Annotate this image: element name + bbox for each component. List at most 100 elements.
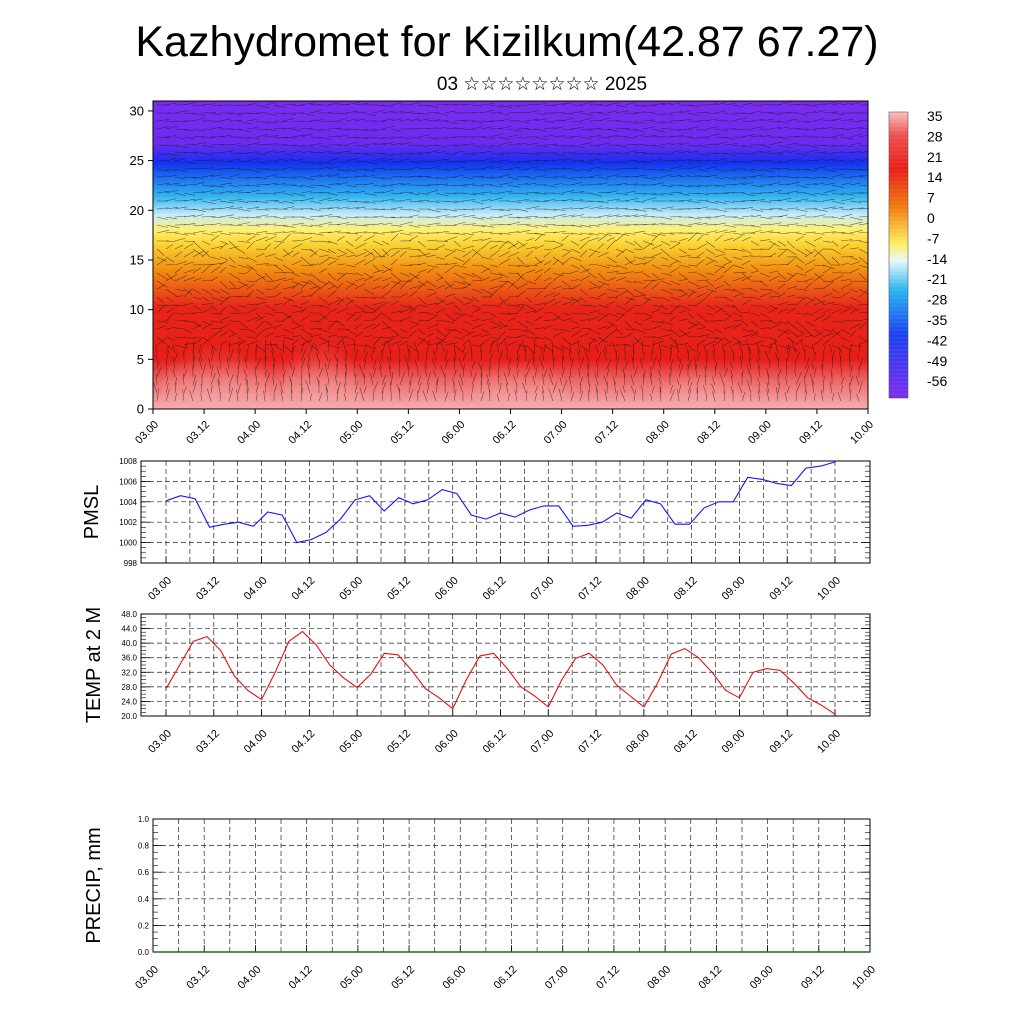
wind-vector	[633, 328, 646, 333]
wind-vector	[840, 151, 855, 154]
wind-vector	[165, 308, 175, 314]
wind-vector	[813, 274, 824, 282]
wind-vector	[723, 312, 733, 317]
wind-vector	[273, 104, 285, 108]
colorbar-ramp	[888, 111, 909, 399]
wind-vector	[624, 112, 639, 114]
wind-vector	[354, 231, 367, 234]
wind-vector	[387, 356, 392, 370]
wind-vector	[795, 272, 807, 276]
wind-vector	[327, 320, 337, 330]
wind-vector	[498, 312, 512, 315]
wind-vector	[633, 174, 648, 178]
wind-vector	[408, 285, 422, 290]
wind-vector	[156, 280, 168, 288]
wind-vector	[804, 176, 817, 180]
wind-vector	[534, 175, 547, 178]
wind-vector	[597, 232, 612, 236]
wind-vector	[804, 259, 816, 266]
wind-vector	[768, 222, 782, 226]
wind-vector	[714, 284, 725, 290]
wind-vector	[732, 323, 742, 330]
wind-vector	[219, 118, 232, 122]
wind-vector	[588, 237, 599, 242]
wind-vector	[183, 341, 189, 354]
wind-vector	[678, 167, 690, 170]
wind-vector	[300, 127, 313, 130]
wind-vector	[210, 320, 224, 323]
wind-vector	[660, 159, 674, 162]
wind-vector	[750, 288, 759, 293]
wind-vector	[552, 300, 562, 306]
wind-vector	[669, 260, 679, 266]
wind-vector	[813, 314, 825, 322]
x-tick-label: 09.12	[799, 964, 827, 992]
wind-vector	[327, 280, 338, 288]
wind-vector	[264, 320, 273, 327]
wind-vector	[525, 159, 540, 162]
wind-vector	[174, 328, 185, 330]
wind-vector	[813, 232, 825, 235]
y-tick-label: 0.6	[138, 868, 150, 877]
wind-vector	[678, 264, 690, 268]
wind-vector	[426, 264, 439, 268]
wind-vector	[255, 328, 266, 338]
wind-vector	[336, 182, 348, 186]
wind-vector	[408, 381, 412, 394]
wind-vector	[588, 205, 603, 210]
wind-vector	[327, 256, 340, 261]
wind-vector	[237, 222, 250, 226]
wind-vector	[372, 128, 386, 131]
wind-vector	[624, 240, 636, 246]
wind-vector	[714, 234, 724, 242]
wind-vector	[306, 363, 311, 378]
wind-vector	[282, 250, 294, 258]
wind-vector	[228, 112, 243, 116]
wind-vector	[462, 296, 474, 302]
wind-vector	[228, 184, 240, 188]
wind-vector	[156, 338, 166, 346]
wind-vector	[795, 176, 810, 179]
wind-vector	[768, 208, 783, 210]
wind-vector	[822, 231, 837, 234]
wind-vector	[228, 143, 241, 146]
wind-vector	[480, 150, 492, 154]
wind-vector	[496, 343, 500, 354]
wind-vector	[660, 174, 673, 178]
wind-vector	[399, 208, 411, 211]
wind-vector	[210, 159, 224, 162]
wind-vector	[642, 192, 657, 196]
wind-vector	[723, 336, 731, 343]
wind-vector	[786, 273, 797, 282]
wind-vector	[615, 276, 627, 282]
wind-vector	[777, 283, 786, 290]
wind-vector	[594, 372, 599, 386]
wind-vector	[381, 198, 396, 202]
wind-vector	[462, 320, 473, 325]
wind-vector	[345, 141, 359, 146]
heatmap-field	[153, 101, 868, 409]
wind-vector	[766, 388, 770, 402]
wind-vector	[633, 388, 636, 402]
wind-vector	[651, 244, 663, 250]
wind-vector	[417, 311, 429, 314]
wind-vector	[192, 230, 206, 234]
wind-vector	[759, 344, 771, 348]
wind-vector	[397, 343, 401, 354]
wind-vector	[669, 304, 679, 308]
wind-vector	[363, 319, 375, 322]
wind-vector	[165, 274, 178, 282]
wind-vector	[174, 192, 186, 196]
wind-vector	[210, 256, 221, 260]
wind-vector	[504, 341, 509, 354]
wind-vector	[444, 160, 457, 163]
wind-vector	[534, 216, 548, 219]
x-tick-label: 04.12	[290, 575, 318, 603]
wind-vector	[354, 349, 358, 362]
wind-vector	[588, 285, 601, 290]
wind-vector	[849, 330, 857, 338]
wind-vector	[651, 192, 665, 196]
wind-vector	[786, 365, 788, 378]
wind-vector	[606, 301, 615, 306]
wind-vector	[651, 208, 663, 212]
